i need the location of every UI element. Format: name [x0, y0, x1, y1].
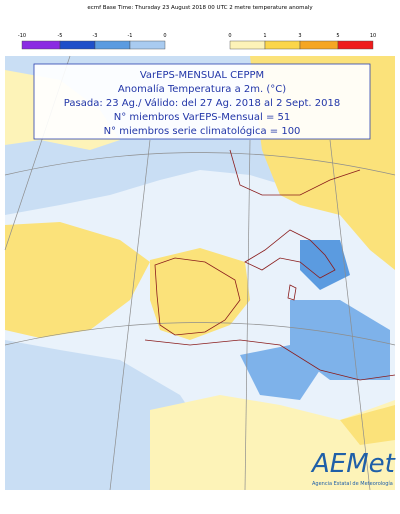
info-line: N° miembros VarEPS-Mensual = 51 [114, 112, 290, 123]
meridian [329, 139, 371, 491]
legend-tick-label: -1 [128, 33, 133, 39]
legend-swatch [299, 40, 339, 50]
anomaly-area [5, 222, 150, 338]
legend-tick-label: 0 [228, 33, 231, 39]
legend-tick-label: 0 [163, 33, 166, 39]
legend-swatch [229, 40, 266, 50]
legend-swatch [337, 40, 374, 50]
coast [229, 149, 361, 196]
legend-swatch [21, 40, 61, 50]
coast [154, 257, 241, 336]
logo-subtitle: Agencia Estatal de Meteorología [312, 480, 393, 487]
coastline [144, 149, 396, 381]
anomaly-area [150, 395, 395, 490]
logo-name: AEMet [310, 449, 396, 479]
anomaly-area [300, 240, 350, 290]
info-line: VarEPS-MENSUAL CEPPM [140, 70, 264, 81]
meridian [244, 139, 251, 491]
logo: AEMet Agencia Estatal de Meteorología [310, 449, 396, 487]
legend-tick-label: -5 [58, 33, 63, 39]
legend-tick-label: 1 [263, 33, 266, 39]
legend-tick-label: -3 [93, 33, 98, 39]
parallel [4, 322, 396, 346]
island [287, 284, 297, 301]
meridian [109, 139, 151, 491]
anomaly-area [240, 345, 320, 400]
anomaly-area [340, 405, 395, 445]
anomaly-area [150, 248, 250, 340]
legend-swatch [59, 40, 96, 50]
info-line: Anomalía Temperatura a 2m. (°C) [118, 83, 286, 95]
legend-swatch [129, 40, 166, 50]
legend-swatch [264, 40, 301, 50]
legend [21, 40, 374, 50]
legend-tick-label: -10 [18, 33, 26, 39]
info-box: VarEPS-MENSUAL CEPPM Anomalía Temperatur… [33, 63, 371, 140]
legend-tick-label: 3 [298, 33, 301, 39]
header-title: ecmf Base Time: Thursday 23 August 2018 … [87, 5, 313, 11]
legend-tick-label: 5 [336, 33, 339, 39]
coast [244, 229, 336, 279]
legend-swatch [94, 40, 131, 50]
info-line: Pasada: 23 Ag./ Válido: del 27 Ag. 2018 … [64, 97, 340, 109]
coast [144, 339, 396, 381]
legend-tick-label: 10 [370, 33, 376, 39]
parallel [4, 152, 396, 176]
info-box-frame [33, 63, 371, 140]
anomaly-area [290, 300, 390, 380]
info-line: N° miembros serie climatológica = 100 [104, 125, 301, 137]
